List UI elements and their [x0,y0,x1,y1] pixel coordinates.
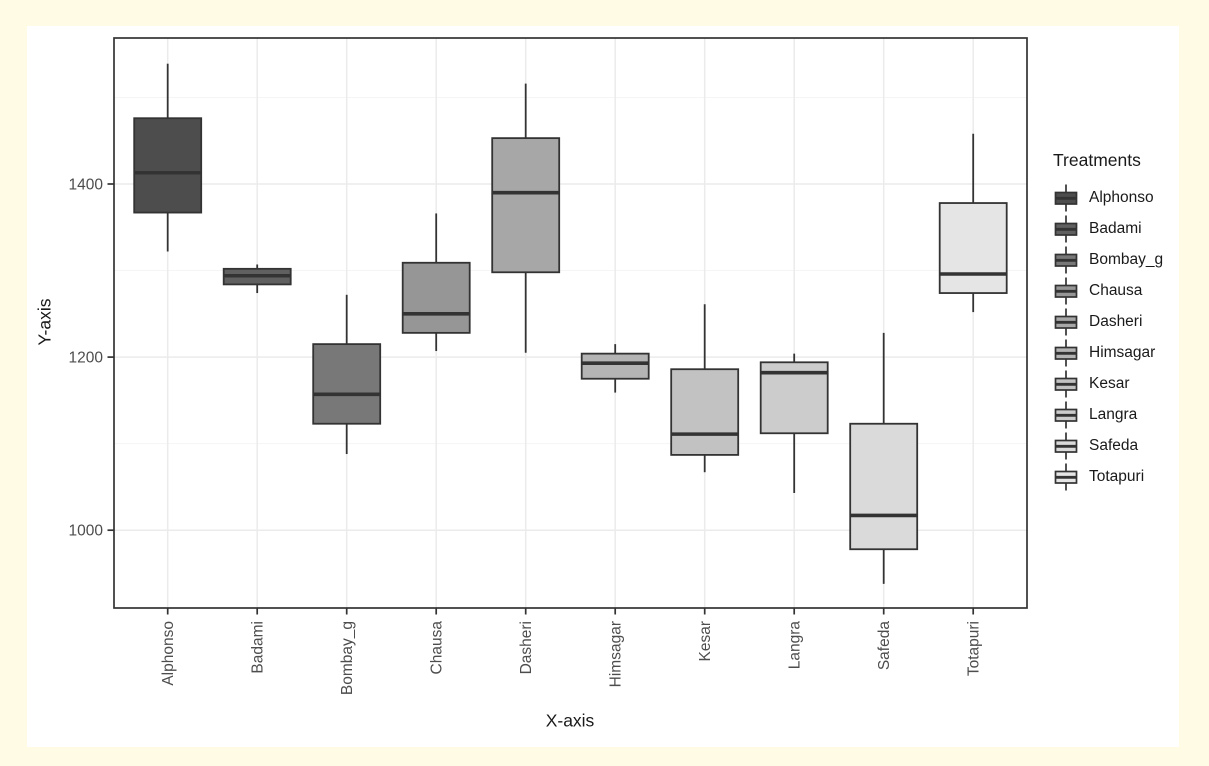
iqr-box [580,352,650,380]
iqr-box [133,117,203,214]
legend-label: Bombay_g [1089,250,1164,268]
box-Dasheri [491,83,561,353]
legend-key-boxplot-icon [1054,339,1078,367]
x-tick-label: Dasheri [518,621,535,674]
box-Totapuri [938,133,1008,313]
legend-items: Alphonso Badami Bombay_g Chausa Dasheri Himsa… [1053,182,1203,493]
legend-item-Safeda: Safeda [1053,431,1203,462]
legend-key-boxplot-icon [1054,370,1078,398]
legend-key-boxplot-icon [1054,432,1078,460]
legend-label: Kesar [1089,375,1130,393]
legend-label: Chausa [1089,281,1143,299]
legend-item-Himsagar: Himsagar [1053,337,1203,368]
y-tick-label: 1000 [69,523,104,540]
legend-label: Safeda [1089,437,1139,455]
y-axis-title: Y-axis [34,298,55,346]
box-Badami [222,264,292,294]
legend-key-boxplot-icon [1054,308,1078,336]
legend-item-Totapuri: Totapuri [1053,462,1203,493]
x-tick-label: Himsagar [608,621,625,687]
iqr-box [938,202,1008,294]
x-axis-title: X-axis [545,710,595,731]
x-tick-label: Bombay_g [339,621,356,695]
box-Alphonso [133,63,203,252]
legend-label: Totapuri [1089,468,1145,486]
legend-key-boxplot-icon [1054,215,1078,243]
legend-label: Alphonso [1089,188,1154,206]
x-tick-label: Badami [250,621,267,674]
legend: Treatments Alphonso Badami Bombay_g Chausa D… [1053,150,1203,493]
iqr-box [401,261,471,334]
box-Safeda [849,332,919,584]
x-tick-label: Chausa [429,621,446,675]
iqr-box [312,343,382,425]
legend-item-Dasheri: Dasheri [1053,306,1203,337]
legend-item-Chausa: Chausa [1053,275,1203,306]
box-Himsagar [580,344,650,393]
y-tick-label: 1200 [69,350,104,367]
iqr-box [849,422,919,551]
legend-item-Badami: Badami [1053,213,1203,244]
legend-item-Alphonso: Alphonso [1053,182,1203,213]
x-tick-label: Alphonso [160,621,177,686]
y-tick-label: 1400 [69,177,104,194]
legend-label: Langra [1089,406,1138,424]
box-Kesar [670,304,740,473]
x-tick-label: Langra [787,621,804,670]
x-tick-label: Safeda [876,621,893,671]
legend-label: Himsagar [1089,344,1156,362]
legend-key-boxplot-icon [1054,184,1078,212]
legend-title: Treatments [1053,150,1141,170]
legend-label: Badami [1089,219,1142,237]
iqr-box [491,137,561,274]
box-Chausa [401,213,471,352]
box-Langra [759,353,829,493]
box-Bombay_g [312,294,382,455]
iqr-box [670,368,740,456]
legend-item-Langra: Langra [1053,400,1203,431]
panel-border [113,37,1028,609]
legend-key-boxplot-icon [1054,463,1078,491]
legend-label: Dasheri [1089,312,1143,330]
legend-key-boxplot-icon [1054,401,1078,429]
x-tick-label: Kesar [697,621,714,662]
legend-key-boxplot-icon [1054,246,1078,274]
legend-item-Bombay_g: Bombay_g [1053,244,1203,275]
legend-item-Kesar: Kesar [1053,369,1203,400]
x-tick-label: Totapuri [966,621,983,676]
legend-key-boxplot-icon [1054,277,1078,305]
